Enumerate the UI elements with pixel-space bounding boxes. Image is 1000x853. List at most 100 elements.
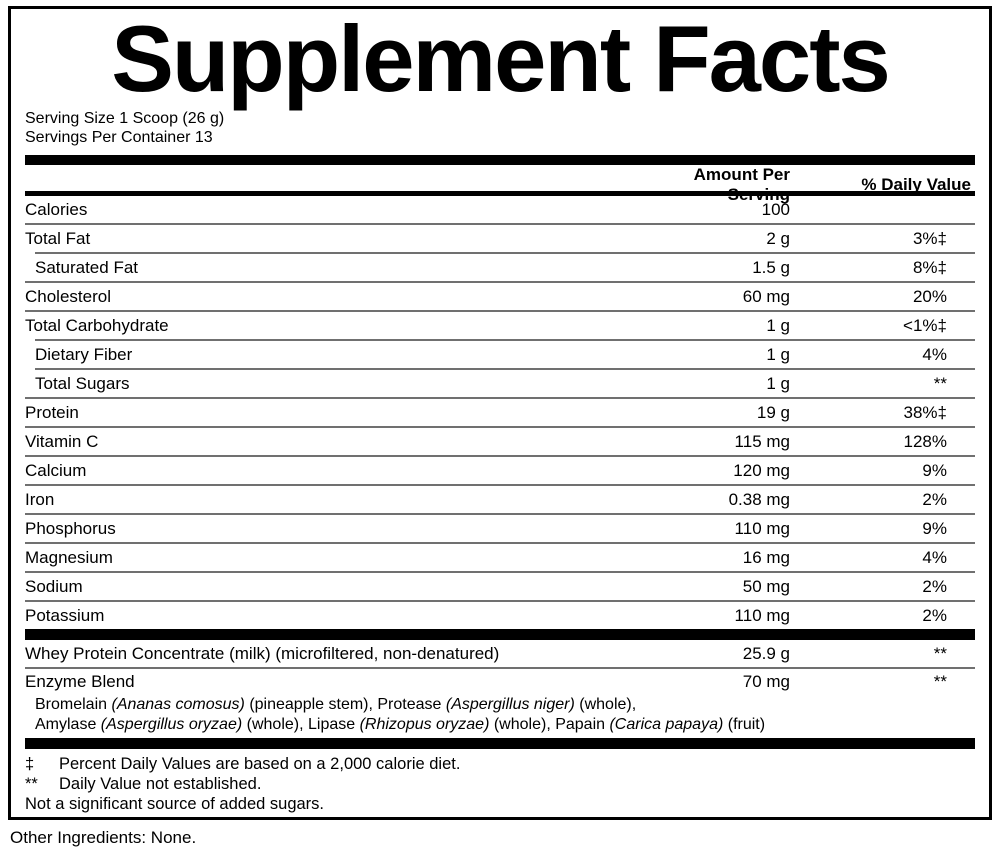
table-row-total-carbohydrate: Total Carbohydrate 1 g <1%‡	[25, 312, 975, 339]
nutrient-dv: **	[933, 373, 947, 393]
nutrient-label: Total Fat	[25, 228, 91, 248]
nutrient-dv: 2%	[922, 605, 947, 625]
nutrient-label: Total Carbohydrate	[25, 315, 169, 335]
nutrient-amount: 19 g	[756, 402, 790, 422]
footnote-marker: **	[25, 775, 38, 794]
nutrient-dv: 2%	[922, 489, 947, 509]
nutrient-label: Dietary Fiber	[35, 344, 133, 364]
row-separator	[35, 339, 975, 342]
nutrient-dv: 3%‡	[912, 228, 947, 248]
table-row-total-sugars: Total Sugars 1 g **	[25, 370, 975, 397]
enzyme-latin-name: (Aspergillus oryzae)	[100, 716, 243, 734]
nutrient-amount: 1 g	[766, 344, 790, 364]
supplement-facts-panel: Supplement Facts Serving Size 1 Scoop (2…	[8, 6, 992, 820]
enzyme-detail-line: Amylase (Aspergillus oryzae) (whole), Li…	[35, 715, 975, 735]
footnotes: ‡ Percent Daily Values are based on a 2,…	[25, 749, 975, 814]
nutrient-table: Calories 100 Total Fat 2 g 3%‡ Saturated…	[25, 196, 975, 629]
nutrient-label: Vitamin C	[25, 431, 99, 451]
footnote-not-established: ** Daily Value not established.	[25, 774, 975, 794]
table-row-enzyme-blend: Enzyme Blend 70 mg **	[25, 669, 975, 694]
row-separator	[25, 513, 975, 516]
table-row-dietary-fiber: Dietary Fiber 1 g 4%	[25, 341, 975, 368]
footnote-daily-values: ‡ Percent Daily Values are based on a 2,…	[25, 754, 975, 774]
nutrient-amount: 1.5 g	[752, 257, 790, 277]
enzyme-latin-name: (Aspergillus niger)	[445, 696, 575, 714]
ingredient-label: Whey Protein Concentrate (milk) (microfi…	[25, 643, 500, 663]
footnote-text: Percent Daily Values are based on a 2,00…	[59, 755, 461, 774]
table-row-sodium: Sodium 50 mg 2%	[25, 573, 975, 600]
nutrient-label: Total Sugars	[35, 373, 130, 393]
ingredient-label: Enzyme Blend	[25, 671, 135, 691]
nutrient-label: Sodium	[25, 576, 83, 596]
nutrient-amount: 120 mg	[733, 460, 790, 480]
nutrient-label: Cholesterol	[25, 286, 111, 306]
footnote-added-sugars: Not a significant source of added sugars…	[25, 794, 975, 814]
ingredient-dv: **	[933, 671, 947, 691]
nutrient-amount: 100	[761, 199, 790, 219]
nutrient-dv: 20%	[912, 286, 947, 306]
enzyme-latin-name: (Ananas comosus)	[111, 696, 245, 714]
row-separator	[25, 571, 975, 574]
nutrient-amount: 110 mg	[734, 518, 790, 538]
nutrient-amount: 1 g	[766, 315, 790, 335]
other-ingredients: Other Ingredients: None.	[10, 828, 197, 847]
serving-size: Serving Size 1 Scoop (26 g)	[25, 110, 225, 128]
enzyme-blend-details: Bromelain (Ananas comosus) (pineapple st…	[25, 694, 975, 738]
enzyme-text: Bromelain	[35, 696, 112, 714]
nutrient-amount: 115 mg	[734, 431, 790, 451]
enzyme-text: (pineapple stem), Protease	[244, 696, 446, 714]
enzyme-latin-name: (Rhizopus oryzae)	[359, 716, 490, 734]
row-separator	[25, 281, 975, 284]
enzyme-text: (fruit)	[723, 716, 766, 734]
serving-info: Serving Size 1 Scoop (26 g) Servings Per…	[25, 109, 975, 147]
ingredient-amount: 25.9 g	[742, 643, 790, 663]
enzyme-text: (whole), Papain	[489, 716, 610, 734]
nutrient-label: Protein	[25, 402, 79, 422]
nutrient-dv: 9%	[922, 460, 947, 480]
enzyme-text: Amylase	[35, 716, 101, 734]
row-separator	[25, 542, 975, 545]
row-separator	[35, 252, 975, 255]
enzyme-latin-name: (Carica papaya)	[609, 716, 724, 734]
divider-bar-header	[25, 191, 975, 197]
footnote-marker: ‡	[25, 755, 35, 774]
header-amount-per-serving: Amount Per Serving	[693, 165, 790, 205]
row-separator	[25, 310, 975, 313]
table-row-vitamin-c: Vitamin C 115 mg 128%	[25, 428, 975, 455]
nutrient-dv: 9%	[922, 518, 947, 538]
nutrient-dv: 4%	[922, 344, 947, 364]
table-row-magnesium: Magnesium 16 mg 4%	[25, 544, 975, 571]
nutrient-dv: 128%	[903, 431, 947, 451]
enzyme-text: (whole), Lipase	[242, 716, 360, 734]
table-row-potassium: Potassium 110 mg 2%	[25, 602, 975, 629]
nutrient-amount: 0.38 mg	[728, 489, 790, 509]
row-separator	[25, 426, 975, 429]
enzyme-text: (whole),	[574, 696, 637, 714]
table-row-calcium: Calcium 120 mg 9%	[25, 457, 975, 484]
footnote-text: Not a significant source of added sugars…	[25, 795, 325, 814]
row-separator	[25, 484, 975, 487]
table-row-whey-protein-concentrate: Whey Protein Concentrate (milk) (microfi…	[25, 640, 975, 667]
table-row-protein: Protein 19 g 38%‡	[25, 399, 975, 426]
nutrient-label: Magnesium	[25, 547, 113, 567]
nutrient-dv: 38%‡	[903, 402, 947, 422]
divider-bar-blend	[25, 629, 975, 641]
nutrient-label: Saturated Fat	[35, 257, 139, 277]
row-separator	[25, 223, 975, 226]
nutrient-amount: 50 mg	[742, 576, 790, 596]
nutrient-label: Iron	[25, 489, 55, 509]
nutrient-label: Calories	[25, 199, 88, 219]
row-separator	[25, 397, 975, 400]
divider-bar-footnotes	[25, 738, 975, 750]
nutrient-amount: 2 g	[766, 228, 790, 248]
enzyme-detail-line: Bromelain (Ananas comosus) (pineapple st…	[35, 695, 975, 715]
nutrient-dv: 2%	[922, 576, 947, 596]
panel-title: Supplement Facts	[111, 6, 891, 111]
table-row-cholesterol: Cholesterol 60 mg 20%	[25, 283, 975, 310]
nutrient-dv: 8%‡	[912, 257, 947, 277]
table-header-row: Amount Per Serving % Daily Value	[25, 165, 975, 204]
nutrient-amount: 60 mg	[742, 286, 790, 306]
table-row-iron: Iron 0.38 mg 2%	[25, 486, 975, 513]
table-row-phosphorus: Phosphorus 110 mg 9%	[25, 515, 975, 542]
divider-bar-top	[25, 155, 975, 166]
